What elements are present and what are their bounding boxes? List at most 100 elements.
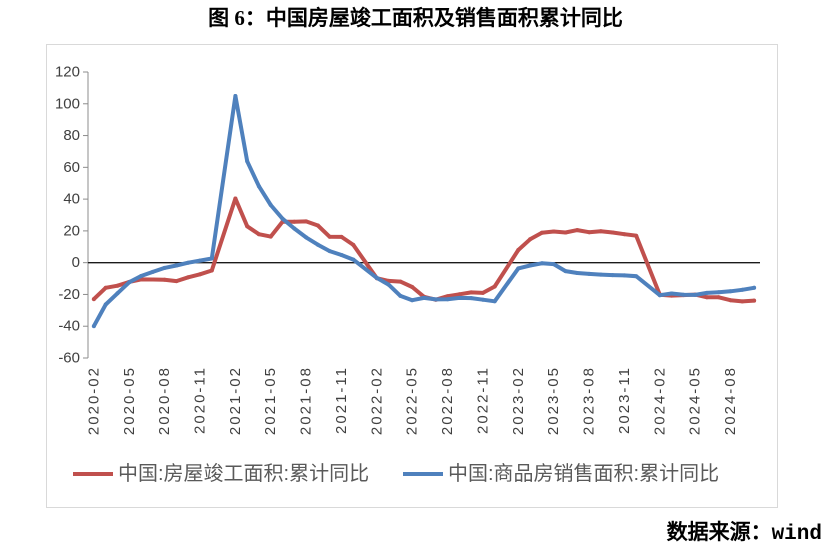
sales-yoy-point [622,273,627,278]
completion-yoy-point [752,298,757,303]
sales-yoy-point [575,271,580,275]
completion-yoy-point [398,279,403,284]
sales-yoy-point [115,291,120,296]
sales-yoy-point [681,292,686,297]
x-tick-label: 2022-05 [404,366,421,435]
source-note: 数据来源：wind [666,523,822,546]
sales-yoy-point [634,274,639,279]
sales-yoy-point [469,296,474,301]
y-tick-label: 40 [63,191,80,208]
completion-yoy-point [716,295,721,300]
sales-yoy-point [256,184,261,189]
legend-item-completion: 中国:房屋竣工面积:累计同比 [73,462,369,486]
sales-yoy-point [433,297,438,302]
sales-yoy-point [516,266,521,271]
sales-yoy-point [315,242,320,247]
x-tick-label: 2020-02 [85,366,102,435]
chart-title: 图 6：中国房屋竣工面积及销售面积累计同比 [208,6,623,30]
completion-yoy-point [150,277,155,282]
sales-yoy-point [280,216,285,221]
completion-yoy-point [198,272,202,277]
sales-yoy-point [551,262,556,267]
completion-yoy-point [457,292,462,297]
completion-yoy-point [256,232,261,237]
sales-yoy-point [327,249,332,254]
sales-yoy-point [174,263,179,268]
sales-yoy-point [693,292,698,297]
sales-yoy-point [610,273,615,278]
y-tick-label: -20 [58,286,80,303]
completion-yoy-point [245,224,250,229]
sales-yoy-point [740,287,745,292]
x-tick-label: 2020-11 [192,366,209,434]
sales-yoy-point [539,261,544,266]
x-tick-label: 2023-02 [510,366,527,435]
completion-yoy-point [292,219,297,224]
x-tick-label: 2021-02 [227,366,244,435]
completion-yoy-point [539,230,544,235]
x-tick-label: 2023-11 [616,366,633,434]
sales-yoy-point [657,293,662,298]
y-tick-label: 20 [63,222,80,239]
sales-yoy-point [245,159,250,164]
sales-yoy-point [480,297,485,302]
x-tick-label: 2021-11 [333,366,350,434]
x-tick-label: 2020-08 [156,366,173,435]
sales-yoy-point [398,293,403,298]
completion-yoy-point [634,233,639,238]
x-tick-label: 2021-05 [262,366,279,435]
completion-yoy-line [91,196,757,304]
sales-yoy-point [339,253,344,257]
completion-yoy-point [174,279,179,284]
completion-yoy-point [315,223,320,228]
legend-item-sales: 中国:商品房销售面积:累计同比 [403,462,719,486]
completion-yoy-point [351,242,356,247]
x-tick-label: 2023-08 [581,366,598,435]
sales-yoy-point [198,258,202,263]
completion-yoy-point [268,234,273,239]
completion-yoy-point [598,229,603,234]
completion-yoy-point [563,230,568,235]
sales-yoy-point [150,269,155,274]
x-tick-label: 2022-02 [368,366,385,435]
sales-yoy-point [528,263,533,268]
completion-yoy-point [622,232,627,237]
legend-swatch-sales [403,472,443,476]
sales-yoy-point [410,298,415,303]
sales-yoy-point [728,289,733,294]
x-tick-label: 2024-08 [722,366,739,435]
sales-yoy-point [268,203,273,207]
completion-yoy-point [233,196,238,201]
sales-yoy-point [91,324,96,329]
sales-yoy-point [209,256,214,261]
y-tick-label: 60 [63,159,80,176]
completion-yoy-point [115,283,120,288]
completion-yoy-point [162,277,167,282]
x-tick-label: 2022-11 [474,366,491,434]
legend-swatch-completion [73,472,113,476]
sales-yoy-point [445,297,450,302]
sales-yoy-point [492,299,497,304]
sales-yoy-point [162,265,167,270]
sales-yoy-line [91,94,757,329]
sales-yoy-point [186,260,191,265]
x-tick-label: 2021-08 [298,366,315,435]
completion-yoy-point [339,234,344,239]
sales-yoy-point [422,295,426,300]
completion-yoy-point [209,268,214,273]
x-tick-label: 2023-05 [545,366,562,435]
sales-yoy-point [139,274,144,278]
legend-label-completion: 中国:房屋竣工面积:累计同比 [118,463,370,485]
y-tick-label: 0 [72,254,80,271]
x-tick-label: 2022-08 [439,366,456,435]
sales-yoy-point [386,282,391,287]
completion-yoy-point [492,284,497,289]
completion-yoy-point [516,248,521,252]
sales-yoy-point [127,280,132,285]
y-tick-label: -40 [58,318,80,335]
x-tick-label: 2020-05 [121,366,138,435]
completion-yoy-point [91,297,96,302]
completion-yoy-point [551,229,556,234]
sales-yoy-point [233,94,238,98]
